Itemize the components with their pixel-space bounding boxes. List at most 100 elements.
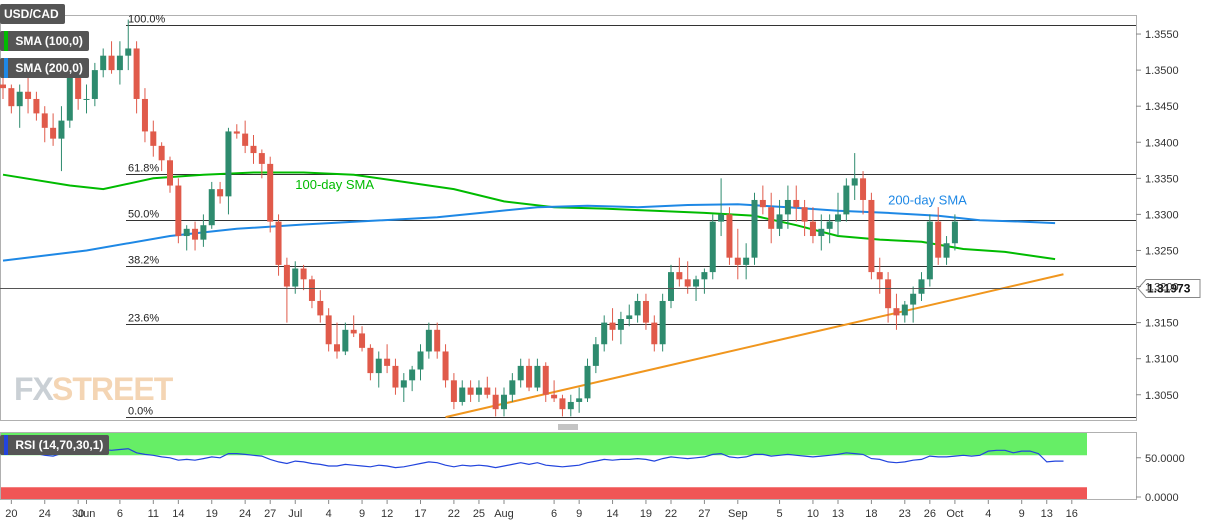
date-tick-label: 13 (832, 508, 844, 520)
candle-body (275, 221, 282, 265)
candle-body (283, 264, 290, 287)
rsi-swatch (4, 435, 8, 455)
price-tick-label: 1.3400 (1145, 137, 1179, 149)
candle (308, 275, 315, 309)
candle-body (935, 221, 942, 258)
candle (868, 192, 875, 280)
date-tick-label: Oct (946, 508, 963, 520)
date-tick-label: 10 (807, 508, 819, 520)
date-tick-label: 5 (776, 508, 782, 520)
date-tick-label: 27 (698, 508, 710, 520)
candle-body (851, 178, 858, 186)
fib-level-label: 100.0% (128, 14, 166, 26)
candle (200, 214, 207, 247)
candle (375, 351, 382, 388)
candle-body (642, 300, 649, 323)
candle (534, 358, 541, 392)
candle (392, 358, 399, 395)
candle (16, 84, 23, 128)
fib-level-label: 23.6% (128, 313, 159, 325)
rsi-badge[interactable]: RSI (14,70,30,1) (0, 435, 110, 455)
candle-body (651, 322, 658, 345)
candle (459, 380, 466, 406)
date-tick-label: 22 (448, 508, 460, 520)
candle (743, 243, 750, 280)
candle (467, 380, 474, 402)
candle-body (308, 279, 315, 301)
candle (342, 322, 349, 356)
candle-body (659, 300, 666, 345)
date-axis: May202430Jun61114192427Jul4912172225Aug6… (5, 500, 1078, 520)
candle (417, 344, 424, 381)
candle-body (334, 344, 340, 352)
price-tick-label: 1.3350 (1145, 173, 1179, 185)
candle-body (951, 221, 958, 244)
candle (8, 84, 15, 114)
candle-body (551, 394, 558, 399)
candle-body (759, 199, 766, 208)
candle (25, 77, 32, 114)
candle (141, 88, 148, 143)
candle (208, 181, 215, 229)
candle (484, 376, 491, 399)
candle (776, 199, 783, 237)
price-tick-label: 1.3100 (1145, 354, 1179, 366)
candle-body (542, 365, 549, 395)
candle (158, 142, 165, 172)
candle (851, 153, 858, 200)
candle (601, 315, 608, 352)
candle (526, 358, 533, 392)
candle (183, 225, 190, 251)
candle-body (192, 228, 199, 240)
candle (133, 41, 140, 114)
date-tick-label: 18 (865, 508, 877, 520)
candle (66, 70, 73, 128)
candle (334, 322, 340, 359)
pane-splitter-handle[interactable] (558, 424, 578, 430)
fibonacci-levels: 100.0% 61.8% 50.0% 38.2% 23.6% 0.0% (126, 14, 1136, 418)
candle (150, 120, 157, 157)
date-tick-label: 27 (264, 508, 276, 520)
candle (634, 293, 641, 323)
fib-level-label: 0.0% (128, 406, 153, 418)
sma-100-badge[interactable]: SMA (100,0) (0, 31, 89, 51)
candle (676, 257, 683, 287)
candle-body (926, 221, 933, 280)
current-price-label: 1.31973 (1147, 282, 1191, 296)
candle-body (576, 398, 583, 402)
candle (400, 373, 407, 402)
candle (167, 156, 173, 193)
candle (818, 214, 825, 251)
candle (250, 135, 257, 164)
candle (492, 387, 499, 417)
sma-200-badge[interactable]: SMA (200,0) (0, 58, 89, 78)
date-tick-label: 24 (39, 508, 51, 520)
candle-body (734, 257, 741, 265)
candle-body (534, 365, 541, 388)
candle-body (567, 401, 574, 410)
candle (501, 387, 507, 417)
candle-body (701, 272, 708, 280)
candle-body (509, 380, 516, 395)
candle (258, 149, 265, 179)
date-tick-label: 20 (5, 508, 17, 520)
rsi-tick-label: 0.0000 (1145, 492, 1179, 504)
candle-body (250, 145, 257, 154)
candle (784, 185, 791, 229)
rsi-overbought-zone (1, 433, 1087, 456)
candle (125, 19, 132, 71)
candle-body (609, 322, 616, 330)
candle (951, 214, 958, 251)
date-tick-label: 11 (148, 508, 159, 520)
date-tick-label: 9 (1019, 508, 1025, 520)
candle (626, 304, 633, 327)
symbol-badge[interactable]: USD/CAD (0, 4, 65, 24)
fib-level-label: 38.2% (128, 255, 159, 267)
date-tick-label: 9 (359, 508, 365, 520)
date-tick-label: 13 (1041, 508, 1053, 520)
candle-body (83, 98, 90, 100)
date-tick-label: 30 (72, 508, 84, 520)
candle (317, 290, 324, 323)
candle (225, 127, 232, 215)
